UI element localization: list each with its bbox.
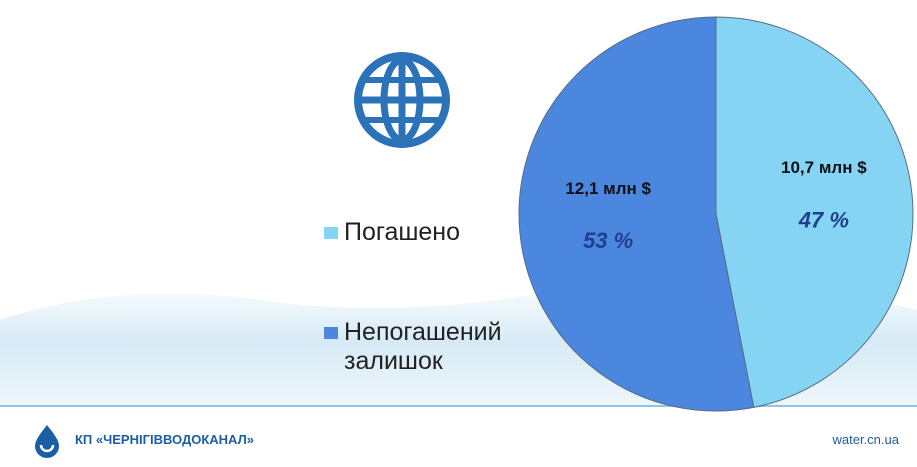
globe-icon bbox=[354, 52, 450, 148]
percent-label: 53 % bbox=[583, 228, 633, 253]
organization: КП «ЧЕРНІГІВВОДОКАНАЛ» bbox=[75, 432, 254, 447]
legend-label: Погашено bbox=[344, 218, 461, 246]
value-label: 12,1 млн $ bbox=[565, 179, 651, 198]
legend-entry: Непогашений залишок bbox=[322, 318, 519, 376]
pie-slice bbox=[715, 16, 914, 408]
value-label: 10,7 млн $ bbox=[781, 158, 867, 177]
percent-label: 47 % bbox=[798, 207, 849, 232]
website: water.cn.ua bbox=[832, 432, 900, 447]
legend-swatch bbox=[324, 327, 338, 339]
pie-slice bbox=[518, 16, 755, 412]
legend-label: Непогашений залишок bbox=[344, 318, 502, 375]
legend-swatch bbox=[324, 227, 338, 239]
logo bbox=[35, 425, 59, 458]
legend-entry: Погашено bbox=[322, 218, 564, 247]
